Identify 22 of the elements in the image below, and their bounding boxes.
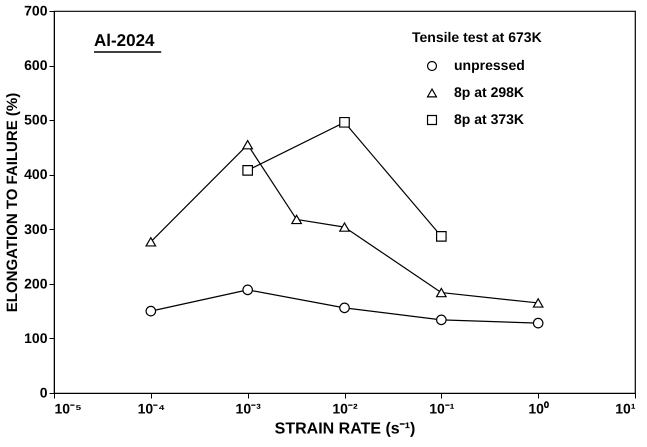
y-tick-label: 200	[24, 275, 48, 292]
x-tick-label: 10⁰	[528, 400, 549, 416]
y-tick-label: 100	[24, 330, 48, 346]
y-tick-label: 700	[24, 2, 48, 18]
annotation: Al-2024	[94, 31, 156, 50]
x-tick-label: 10⁻⁴	[138, 400, 166, 416]
y-tick-label: 300	[24, 220, 48, 237]
legend-label: 8p at 298K	[454, 84, 524, 100]
legend-label: unpressed	[454, 57, 525, 73]
y-axis-title: ELONGATION TO FAILURE (%)	[4, 92, 22, 312]
x-tick-label: 10⁻²	[332, 400, 358, 416]
y-tick-label: 400	[24, 166, 48, 182]
legend-label: 8p at 373K	[454, 111, 524, 127]
y-tick-label: 600	[24, 57, 48, 74]
legend-title: Tensile test at 673K	[412, 29, 542, 45]
y-tick-label: 0	[40, 384, 48, 400]
x-axis-title: STRAIN RATE (s⁻¹)	[274, 420, 416, 438]
x-tick-label: 10¹	[615, 400, 636, 416]
y-tick-label: 500	[24, 112, 48, 128]
x-tick-label: 10⁻³	[236, 400, 262, 416]
x-tick-label: 10⁻¹	[429, 400, 455, 416]
x-tick-label: 10⁻⁵	[54, 400, 82, 416]
